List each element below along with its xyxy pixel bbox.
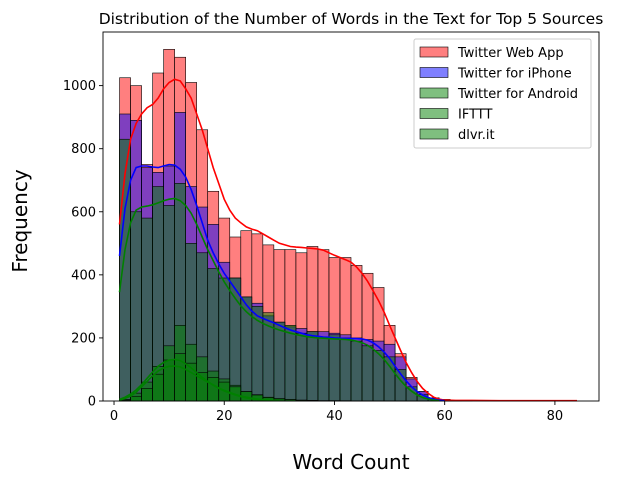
bar [295, 332, 308, 402]
bar [130, 395, 142, 402]
bar [130, 211, 142, 402]
series-0-kde-line [118, 78, 577, 402]
x-tick-label: 40 [326, 409, 343, 424]
legend-box [413, 38, 592, 149]
y-tick-label: 1000 [63, 79, 96, 94]
bar [328, 334, 341, 402]
legend-entry-label: dlvr.it [458, 128, 495, 143]
axes-frame [102, 31, 600, 402]
x-axis-label: Word Count [292, 450, 409, 474]
legend-entry-label: Twitter for Android [457, 87, 578, 102]
x-tick-label: 20 [216, 409, 233, 424]
bar [317, 337, 330, 402]
bar [152, 373, 164, 402]
legend-entry-label: Twitter Web App [457, 46, 564, 61]
y-tick-label: 200 [71, 331, 96, 346]
legend-entry-label: IFTTT [458, 108, 493, 123]
bar [339, 337, 352, 402]
bar [284, 325, 297, 402]
x-tick-label: 80 [547, 409, 564, 424]
x-tick-label: 60 [436, 409, 453, 424]
y-tick-label: 400 [71, 268, 96, 283]
chart-title: Distribution of the Number of Words in t… [99, 10, 604, 28]
legend-swatch [419, 108, 449, 119]
legend-entry-label: Twitter for iPhone [457, 67, 572, 82]
legend-swatch [419, 46, 449, 58]
series-1-kde-line [118, 163, 445, 402]
legend-swatch [419, 87, 449, 99]
series-2-bars [119, 138, 462, 402]
legend-swatch [419, 128, 449, 140]
x-tick-label: 0 [110, 409, 118, 424]
bar [207, 377, 220, 402]
bar [141, 388, 153, 402]
y-tick-label: 600 [71, 205, 96, 220]
bar [350, 340, 363, 402]
bar [306, 331, 319, 402]
bar [229, 277, 242, 402]
y-axis-label: Frequency [8, 169, 32, 272]
legend: Twitter Web App Twitter for iPhone Twitter… [413, 38, 592, 149]
bar [273, 321, 286, 402]
series-4-kde-line [119, 365, 280, 402]
y-tick-label: 0 [88, 395, 96, 410]
legend-swatch [419, 67, 449, 78]
series-2-kde-line [118, 197, 440, 402]
y-tick-label: 800 [71, 142, 96, 157]
bar [361, 345, 374, 402]
